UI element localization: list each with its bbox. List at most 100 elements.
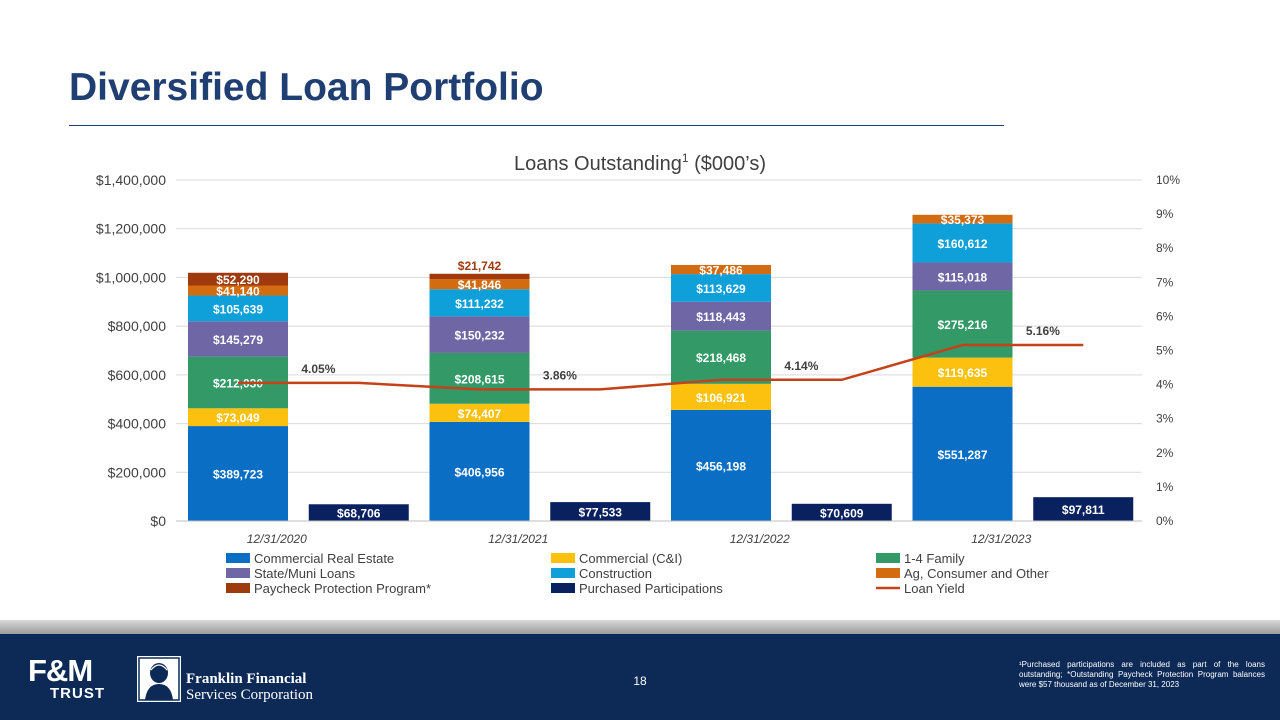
footer-gradient-bar (0, 620, 1280, 634)
legend-swatch (226, 568, 250, 578)
y2-tick-label: 0% (1156, 514, 1174, 528)
bar-segment (671, 264, 771, 275)
legend-label: Paycheck Protection Program* (254, 581, 431, 596)
bar-data-label: $150,232 (454, 329, 504, 343)
fm-logo-top: F&M (28, 653, 93, 688)
title-divider (69, 125, 1004, 126)
y2-tick-label: 3% (1156, 412, 1174, 426)
franklin-logo-line1: Franklin Financial (186, 671, 307, 687)
bar-segment (912, 223, 1013, 263)
bar-segment (188, 426, 288, 521)
bar-segment (429, 352, 530, 404)
bar-data-label: $115,018 (938, 271, 988, 285)
bar-segment (429, 421, 530, 521)
fm-logo-bottom: TRUST (50, 685, 105, 702)
bar-segment (188, 321, 288, 357)
legend-label: Purchased Participations (579, 581, 723, 596)
legend-label: Commercial (C&I) (579, 551, 682, 566)
purchased-bar (308, 504, 409, 521)
legend-swatch (876, 568, 900, 578)
bar-data-label: $106,921 (696, 391, 746, 405)
x-tick-label: 12/31/2021 (488, 532, 548, 546)
bar-data-label: $218,468 (696, 351, 746, 365)
footnote: ¹Purchased participations are included a… (1019, 660, 1265, 689)
x-tick-label: 12/31/2022 (730, 532, 790, 546)
bar-segment (188, 272, 288, 286)
bar-segment (671, 274, 771, 302)
y2-tick-label: 2% (1156, 446, 1174, 460)
legend-swatch (876, 553, 900, 563)
page-number: 18 (633, 674, 647, 688)
legend-swatch (551, 553, 575, 563)
bar-data-label: $406,956 (454, 465, 504, 479)
bar-segment (671, 330, 771, 384)
loan-yield-line: 4.05% 3.86% 4.14% 5.16% (238, 324, 1084, 391)
legend-swatch (551, 583, 575, 593)
bar-segment (671, 409, 771, 521)
y2-tick-label: 9% (1156, 207, 1174, 221)
bar-segment (429, 279, 530, 290)
chart-title-main: Loans Outstanding (514, 153, 682, 175)
y2-tick-label: 8% (1156, 241, 1174, 255)
y2-tick-label: 7% (1156, 275, 1174, 289)
purchased-data-label: $77,533 (579, 506, 623, 520)
legend-label: 1-4 Family (904, 551, 965, 566)
bar-segment (671, 301, 771, 331)
y-tick-label: $400,000 (108, 416, 167, 432)
loan-yield-label: 4.14% (784, 359, 818, 373)
purchased-data-label: $70,609 (820, 506, 864, 520)
purchased-data-label: $68,706 (337, 507, 381, 521)
bar-data-label: $73,049 (216, 411, 260, 425)
y-tick-label: $200,000 (108, 464, 167, 480)
bar-data-label: $52,290 (216, 273, 260, 287)
legend: Commercial Real Estate Commercial (C&I) 1-… (226, 551, 1049, 596)
footer: F&M TRUST Franklin Financial Services Co… (0, 634, 1280, 720)
bar-data-label: $105,639 (213, 302, 263, 316)
legend-label: Ag, Consumer and Other (904, 566, 1049, 581)
x-tick-label: 12/31/2023 (971, 532, 1031, 546)
bar-data-label: $160,612 (937, 237, 987, 251)
legend-label: Construction (579, 566, 652, 581)
bar-data-label: $74,407 (458, 407, 502, 421)
loan-yield-label: 4.05% (301, 362, 335, 376)
legend-label: Commercial Real Estate (254, 551, 394, 566)
bar-segment (912, 386, 1013, 521)
chart-title: Loans Outstanding1 ($000’s) (514, 151, 766, 175)
bar-data-label: $37,486 (699, 264, 743, 278)
bar-segment (188, 285, 288, 296)
bar-data-label: $35,373 (941, 213, 985, 227)
bar-data-label: $21,742 (458, 259, 502, 273)
bar-data-label: $41,846 (458, 278, 502, 292)
y-tick-label: $600,000 (108, 367, 167, 383)
bar-segment (188, 295, 288, 322)
chart-title-superscript: 1 (682, 151, 689, 165)
x-axis: 12/31/2020 12/31/2021 12/31/2022 12/31/2023 (176, 520, 1142, 546)
bar-data-label: $208,615 (454, 372, 504, 386)
x-tick-label: 12/31/2020 (247, 532, 307, 546)
loan-yield-label: 5.16% (1026, 324, 1060, 338)
legend-swatch (226, 553, 250, 563)
purchased-data-label: $97,811 (1062, 503, 1105, 517)
bar-data-label: $113,629 (696, 282, 746, 296)
bar-segment (912, 290, 1013, 358)
bar-data-label: $389,723 (213, 468, 263, 482)
bar-data-label: $111,232 (455, 297, 504, 311)
bar-data-label: $119,635 (938, 366, 988, 380)
bar-segment (429, 403, 530, 422)
y-tick-label: $1,000,000 (96, 269, 166, 285)
legend-swatch (226, 583, 250, 593)
legend-swatch (551, 568, 575, 578)
y-tick-label: $1,400,000 (96, 172, 166, 188)
bar-segment (912, 262, 1013, 291)
loan-yield-label: 3.86% (543, 368, 577, 382)
y-tick-label: $0 (150, 513, 166, 529)
legend-label: Loan Yield (904, 581, 965, 596)
y-tick-label: $1,200,000 (96, 221, 166, 237)
loan-yield-path (238, 343, 1084, 391)
purchased-bar (1033, 497, 1134, 521)
y2-tick-label: 4% (1156, 378, 1174, 392)
franklin-logo-line2: Services Corporation (186, 687, 314, 703)
franklin-portrait-icon (137, 656, 181, 702)
bar-data-label: $275,216 (937, 318, 987, 332)
slide-title: Diversified Loan Portfolio (69, 66, 544, 109)
